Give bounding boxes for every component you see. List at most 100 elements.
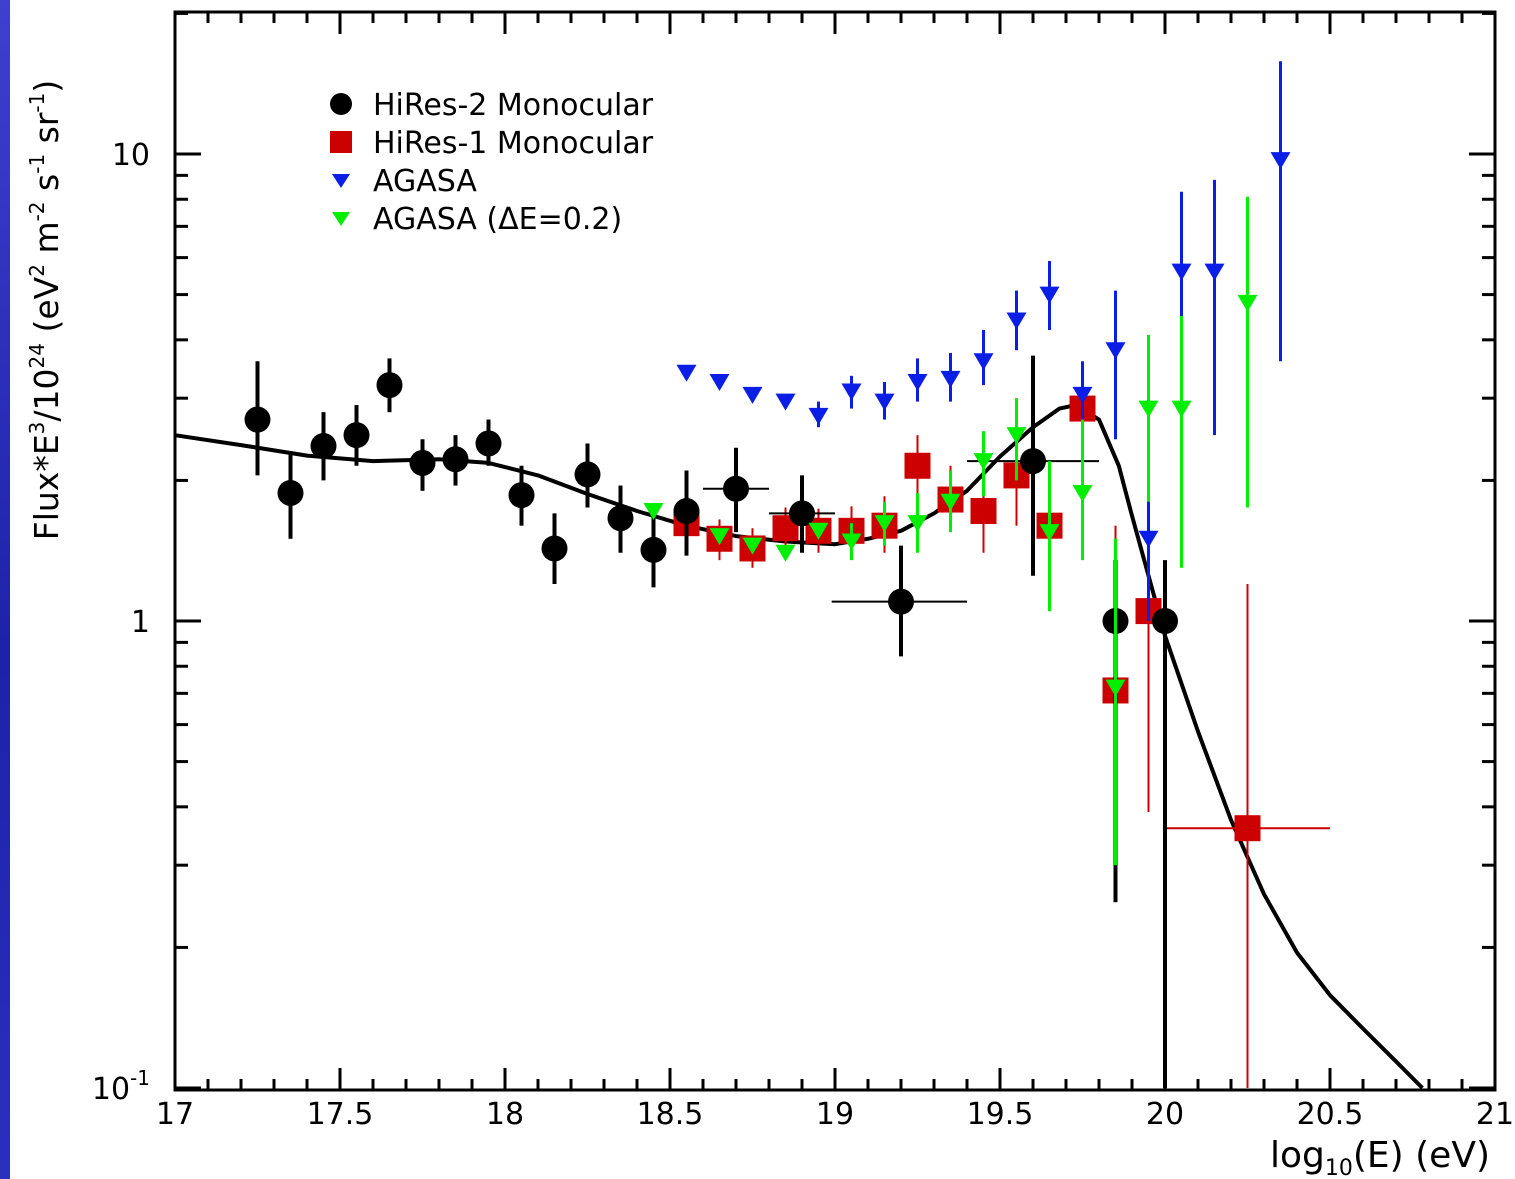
agasa-point xyxy=(1138,530,1159,548)
x-tick-label: 17 xyxy=(156,1097,194,1132)
legend-label: AGASA (ΔE=0.2) xyxy=(373,202,622,237)
y-label-m: m xyxy=(27,221,66,264)
y-label-sr: sr xyxy=(27,112,66,154)
x-axis-label-rest: (E) (eV) xyxy=(1353,1135,1490,1176)
y-tick-label: 10 xyxy=(112,138,150,173)
agasa-point xyxy=(841,383,862,401)
hires2-point xyxy=(409,449,436,476)
hires2-point xyxy=(376,372,403,399)
agasa-de02-point xyxy=(1006,427,1027,445)
hires2-point xyxy=(277,479,304,506)
hires2-point xyxy=(541,535,568,562)
data-points-layer xyxy=(244,61,1330,1088)
agasa-de02-point xyxy=(874,515,895,533)
agasa-point xyxy=(1171,263,1192,281)
x-tick-label: 20.5 xyxy=(1297,1097,1364,1132)
y-label-over: /10 xyxy=(27,368,66,421)
hires2-point xyxy=(888,588,914,615)
agasa-de02-point xyxy=(1072,484,1093,502)
agasa-de02-point xyxy=(709,528,730,546)
y-label-close: ) xyxy=(27,80,66,93)
hires2-point xyxy=(673,498,700,525)
y-label-ev: (eV xyxy=(27,276,66,343)
y-label-flux: Flux*E xyxy=(27,434,66,540)
agasa-point xyxy=(1006,312,1027,330)
agasa-point xyxy=(907,373,928,391)
x-axis-label-base: 10 xyxy=(1325,1156,1353,1179)
hires1-point xyxy=(1234,815,1261,842)
y-label-exp2: 2 xyxy=(25,264,49,277)
y-axis-label: Flux*E3/1024 (eV2 m-2 s-1 sr-1) xyxy=(25,80,66,541)
agasa-point xyxy=(973,353,994,371)
y-tick-label: 10-1 xyxy=(92,1066,150,1107)
x-tick-label: 18 xyxy=(486,1097,524,1132)
agasa-point xyxy=(775,393,796,411)
hires1-point xyxy=(904,452,931,479)
x-tick-label: 21 xyxy=(1476,1097,1514,1132)
agasa-de02-point xyxy=(841,533,862,551)
agasa-de02-point xyxy=(940,493,961,511)
agasa-point xyxy=(1105,342,1126,360)
hires2-point xyxy=(1152,608,1178,634)
agasa-de02-point xyxy=(808,522,829,540)
y-label-exp24: 24 xyxy=(25,343,49,368)
legend-marker-triangle xyxy=(332,212,350,226)
legend-label: AGASA xyxy=(373,164,477,199)
agasa-point xyxy=(808,407,829,425)
hires2-point xyxy=(574,461,601,488)
legend-marker-triangle xyxy=(332,174,350,188)
hires2-point xyxy=(1020,448,1046,475)
hires2-point xyxy=(607,505,634,532)
agasa-de02-point xyxy=(1138,400,1159,418)
agasa-point xyxy=(742,386,763,404)
agasa-point xyxy=(676,364,697,382)
agasa-point xyxy=(1270,152,1291,170)
y-label-s: s xyxy=(27,174,66,202)
y-tick-label-base: 10 xyxy=(92,1072,130,1107)
agasa-point xyxy=(874,393,895,411)
x-tick-label: 19 xyxy=(816,1097,854,1132)
agasa-point xyxy=(1072,386,1093,404)
agasa-de02-point xyxy=(1105,679,1126,697)
agasa-de02-point xyxy=(742,537,763,555)
x-tick-label: 18.5 xyxy=(637,1097,704,1132)
hires2-point xyxy=(789,500,815,527)
hires2-point xyxy=(475,430,502,457)
agasa-de02-point xyxy=(907,515,928,533)
hires2-point xyxy=(343,422,370,449)
x-tick-label: 20 xyxy=(1146,1097,1184,1132)
legend-marker-circle xyxy=(330,93,352,115)
agasa-point xyxy=(1204,263,1225,281)
x-tick-label: 19.5 xyxy=(967,1097,1034,1132)
agasa-de02-point xyxy=(1237,294,1258,312)
agasa-de02-point xyxy=(1039,524,1060,542)
slide-edge-strip xyxy=(0,0,10,1179)
hires2-point xyxy=(508,482,535,509)
hires2-point xyxy=(723,475,749,502)
y-label-exp3: 3 xyxy=(25,422,49,435)
agasa-point xyxy=(940,370,961,388)
y-tick-label: 1 xyxy=(131,605,150,640)
agasa-de02-point xyxy=(643,503,664,521)
hires1-point xyxy=(970,498,997,525)
agasa-de02-point xyxy=(1171,400,1192,418)
y-label-expm1a: -1 xyxy=(25,154,49,174)
y-label-expm2: -2 xyxy=(25,201,49,221)
agasa-point xyxy=(1039,286,1060,304)
y-tick-label-exp: -1 xyxy=(130,1066,150,1090)
x-tick-label: 17.5 xyxy=(307,1097,374,1132)
legend-label: HiRes-1 Monocular xyxy=(373,126,654,161)
agasa-point xyxy=(709,373,730,391)
x-axis-label-log: log xyxy=(1270,1135,1325,1176)
hires2-point xyxy=(244,406,271,433)
agasa-de02-point xyxy=(775,544,796,562)
hires2-point xyxy=(442,446,469,473)
hires2-point xyxy=(310,432,337,459)
x-axis-label: log10(E) (eV) xyxy=(1270,1135,1490,1179)
legend-label: HiRes-2 Monocular xyxy=(373,88,654,123)
hires2-point xyxy=(640,536,667,563)
